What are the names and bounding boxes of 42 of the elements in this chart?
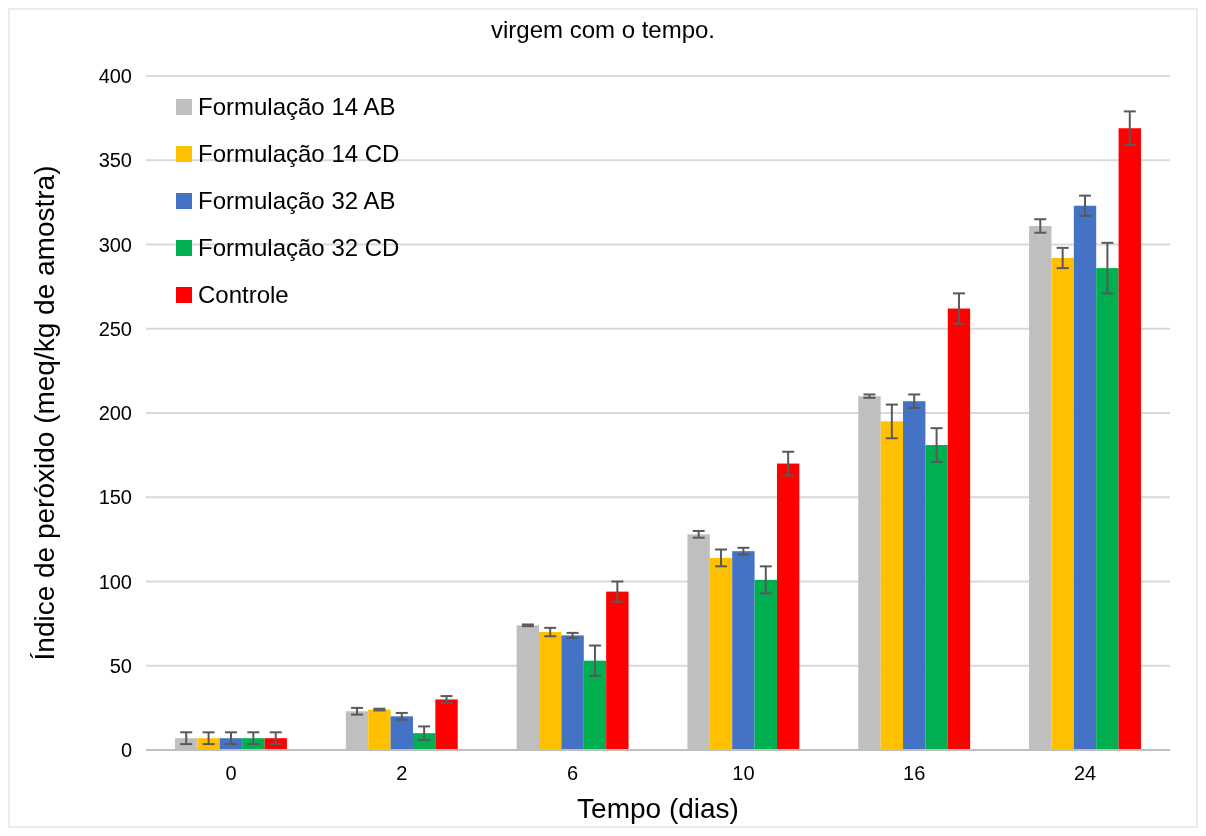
bar [947,308,971,750]
bar [754,579,777,750]
x-tick-label: 16 [903,762,926,784]
bar [583,660,607,750]
bar [1118,128,1141,750]
y-tick-label: 300 [98,233,132,256]
bar [390,716,413,750]
bar [368,709,391,750]
y-tick-label: 150 [98,486,132,509]
legend-label: Formulação 32 CD [198,234,400,262]
x-tick-label: 6 [567,762,579,784]
bar [732,551,755,750]
y-tick-label: 50 [109,654,132,677]
legend-label: Formulação 32 AB [198,187,396,215]
legend-label: Formulação 14 AB [198,93,396,121]
bar [709,557,733,750]
bar [925,445,948,750]
bar [880,421,904,750]
x-tick-label: 24 [1073,762,1097,784]
bar [1051,257,1074,750]
y-tick-label: 250 [98,317,132,340]
bar [606,591,629,750]
bar [561,635,584,750]
y-tick-label: 100 [98,570,132,593]
y-tick-label: 0 [120,739,132,761]
x-tick-label: 2 [396,762,408,784]
bar [903,401,926,750]
bar [539,632,562,750]
x-axis-title: Tempo (dias) [577,793,739,824]
legend-label: Formulação 14 CD [198,140,400,168]
bar [776,463,800,750]
bar [1073,205,1097,750]
x-tick-label: 10 [732,762,755,784]
y-axis-title: Índice de peróxido (meq/kg de amostra) [29,165,60,661]
chart-title: virgem com o tempo. [490,16,716,43]
y-tick-label: 350 [98,149,132,172]
bar [435,699,458,750]
y-tick-label: 200 [98,402,132,424]
y-tick-label: 400 [98,65,132,87]
bar [1096,268,1119,750]
x-tick-label: 0 [225,762,237,784]
legend-label: Controle [198,281,289,309]
